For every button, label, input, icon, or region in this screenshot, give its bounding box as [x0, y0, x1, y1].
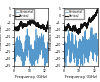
Vertical	[72, 31, 73, 32]
Vertical	[36, 24, 38, 25]
Horizontal	[20, 46, 21, 47]
Vertical	[34, 21, 35, 22]
Vertical	[69, 30, 70, 31]
Horizontal	[89, 47, 90, 48]
Legend: Horizontal, Vertical: Horizontal, Vertical	[64, 9, 84, 19]
Horizontal	[76, 70, 78, 71]
Vertical	[79, 29, 80, 30]
Vertical	[20, 24, 21, 25]
Vertical	[48, 22, 49, 23]
Y-axis label: Modulus (dB): Modulus (dB)	[49, 24, 53, 50]
Horizontal	[83, 44, 85, 45]
X-axis label: Frequency (GHz): Frequency (GHz)	[65, 75, 97, 79]
Horizontal	[34, 49, 35, 50]
Horizontal	[48, 46, 49, 47]
Horizontal	[34, 68, 35, 69]
Horizontal	[79, 58, 80, 59]
Vertical	[89, 17, 90, 18]
Horizontal	[13, 58, 15, 59]
Vertical	[29, 21, 30, 22]
Horizontal	[86, 42, 87, 43]
Line: Vertical: Vertical	[14, 20, 48, 32]
Vertical	[97, 9, 98, 10]
Horizontal	[90, 27, 92, 28]
Vertical	[30, 19, 32, 20]
Line: Vertical: Vertical	[64, 9, 98, 34]
X-axis label: Frequency (GHz): Frequency (GHz)	[15, 75, 47, 79]
Horizontal	[29, 60, 30, 61]
Vertical	[45, 31, 47, 32]
Vertical	[13, 27, 15, 28]
Vertical	[78, 34, 79, 35]
Vertical	[63, 26, 64, 27]
Vertical	[22, 27, 23, 28]
Y-axis label: Modulus (dB): Modulus (dB)	[0, 24, 3, 50]
Vertical	[83, 25, 85, 26]
Horizontal	[27, 28, 28, 29]
Horizontal	[69, 44, 70, 45]
Horizontal	[22, 54, 23, 55]
Vertical	[86, 28, 87, 29]
Horizontal	[36, 48, 38, 49]
Vertical	[97, 12, 99, 13]
Horizontal	[72, 48, 73, 49]
Horizontal	[39, 47, 41, 48]
Line: Horizontal: Horizontal	[64, 28, 98, 71]
Horizontal	[97, 47, 99, 48]
Line: Horizontal: Horizontal	[14, 29, 48, 69]
Legend: Horizontal, Vertical: Horizontal, Vertical	[15, 9, 34, 19]
Horizontal	[63, 50, 64, 51]
Vertical	[39, 26, 41, 27]
